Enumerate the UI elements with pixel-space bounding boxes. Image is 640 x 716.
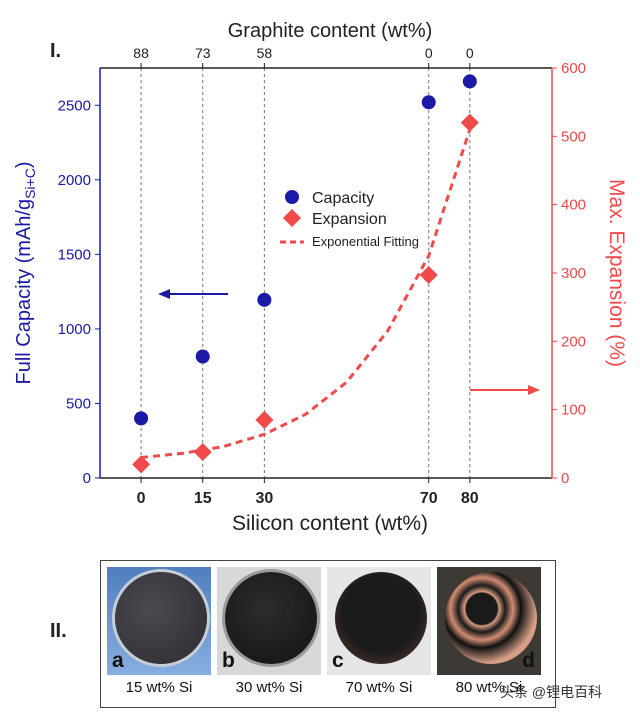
left-axis-title-main: Full Capacity (mAh/g	[13, 199, 35, 385]
capacity-point-3	[421, 95, 436, 110]
photo-b: b	[217, 567, 321, 675]
photo-caption-c: 70 wt% Si	[345, 679, 413, 696]
panel-label-top: I.	[50, 40, 62, 62]
x2-tick-label-0: 88	[133, 45, 149, 61]
y-left-tick-label-0: 0	[83, 470, 91, 487]
capacity-point-4	[462, 74, 477, 89]
legend-capacity-label: Capacity	[312, 190, 374, 207]
bottom-axis-title: Silicon content (wt%)	[232, 512, 428, 535]
x-tick-label-2: 30	[255, 490, 273, 507]
photo-caption-b: 30 wt% Si	[235, 679, 303, 696]
capacity-point-0	[134, 411, 149, 426]
y-left-tick-label-3: 1500	[58, 246, 91, 263]
x-tick-label-4: 80	[461, 490, 479, 507]
tick-labels: 0 88 15 73 30 58 70 0 80 0 0 500 1000 1500 2000 2500 0 10…	[58, 45, 586, 507]
axes	[95, 63, 557, 483]
photo-letter-c: c	[332, 649, 344, 672]
y-right-tick-label-2: 200	[561, 333, 586, 350]
expansion-point-2	[255, 410, 274, 429]
electrode-disk-b	[225, 572, 317, 664]
legend: Capacity Expansion Exponential Fitting	[280, 190, 419, 249]
capacity-point-1	[195, 349, 210, 364]
electrode-disk-d	[445, 572, 537, 664]
electrode-disk-a	[115, 572, 207, 664]
x-tick-label-3: 70	[420, 490, 438, 507]
x-tick-label-0: 0	[137, 490, 146, 507]
panel-label-bottom: II.	[50, 620, 67, 642]
capacity-point-2	[257, 292, 272, 307]
left-axis-title-end: )	[13, 161, 35, 168]
expansion-point-0	[132, 455, 151, 474]
grid-lines	[140, 68, 471, 478]
top-axis-title: Graphite content (wt%)	[228, 20, 433, 42]
left-axis-title: Full Capacity (mAh/gSi+C)	[13, 161, 38, 384]
expansion-point-1	[193, 443, 212, 462]
legend-capacity-marker	[285, 190, 299, 204]
y-right-tick-label-0: 0	[561, 470, 569, 487]
electrode-disk-c	[335, 572, 427, 664]
x2-tick-label-4: 0	[466, 45, 474, 61]
y-left-tick-label-5: 2500	[58, 97, 91, 114]
right-axis-title: Max. Expansion (%)	[605, 179, 628, 367]
data-marks	[132, 74, 479, 474]
photo-letter-a: a	[112, 649, 124, 672]
x-tick-label-1: 15	[194, 490, 212, 507]
watermark: 头条 @锂电百科	[500, 684, 603, 700]
photo-letter-b: b	[222, 649, 235, 672]
y-right-tick-label-3: 300	[561, 265, 586, 282]
arrow-to-left-axis	[158, 289, 228, 299]
left-axis-title-sub: Si+C	[22, 168, 38, 199]
y-right-tick-label-1: 100	[561, 402, 586, 419]
exponential-fit-line	[140, 129, 472, 459]
dual-axis-chart: 0 88 15 73 30 58 70 0 80 0 0 500 1000 1500 2000 2500 0 10…	[13, 20, 628, 535]
legend-expansion-label: Expansion	[312, 211, 387, 228]
expansion-point-3	[419, 266, 438, 285]
y-left-tick-label-4: 2000	[58, 172, 91, 189]
expansion-point-4	[460, 113, 479, 132]
y-right-tick-label-5: 500	[561, 128, 586, 145]
arrow-to-right-axis	[470, 385, 540, 395]
electrode-photo-strip: a b c d 15 wt% Si 30 wt% Si 70 wt% Si 80…	[100, 560, 556, 708]
photo-caption-d: 80 wt% Si	[455, 679, 523, 696]
x2-tick-label-3: 0	[425, 45, 433, 61]
fit-curve-layer	[140, 129, 472, 459]
y-left-tick-label-2: 1000	[58, 321, 91, 338]
legend-expansion-marker	[283, 209, 301, 227]
x2-tick-label-2: 58	[257, 45, 273, 61]
photo-a: a	[107, 567, 211, 675]
y-right-tick-label-4: 400	[561, 197, 586, 214]
y-left-tick-label-1: 500	[66, 395, 91, 412]
y-right-tick-label-6: 600	[561, 60, 586, 77]
x2-tick-label-1: 73	[195, 45, 211, 61]
photo-d: d	[437, 567, 541, 675]
photo-caption-a: 15 wt% Si	[125, 679, 193, 696]
photo-c: c	[327, 567, 431, 675]
legend-fit-label: Exponential Fitting	[312, 234, 419, 249]
photo-letter-d: d	[522, 649, 535, 672]
